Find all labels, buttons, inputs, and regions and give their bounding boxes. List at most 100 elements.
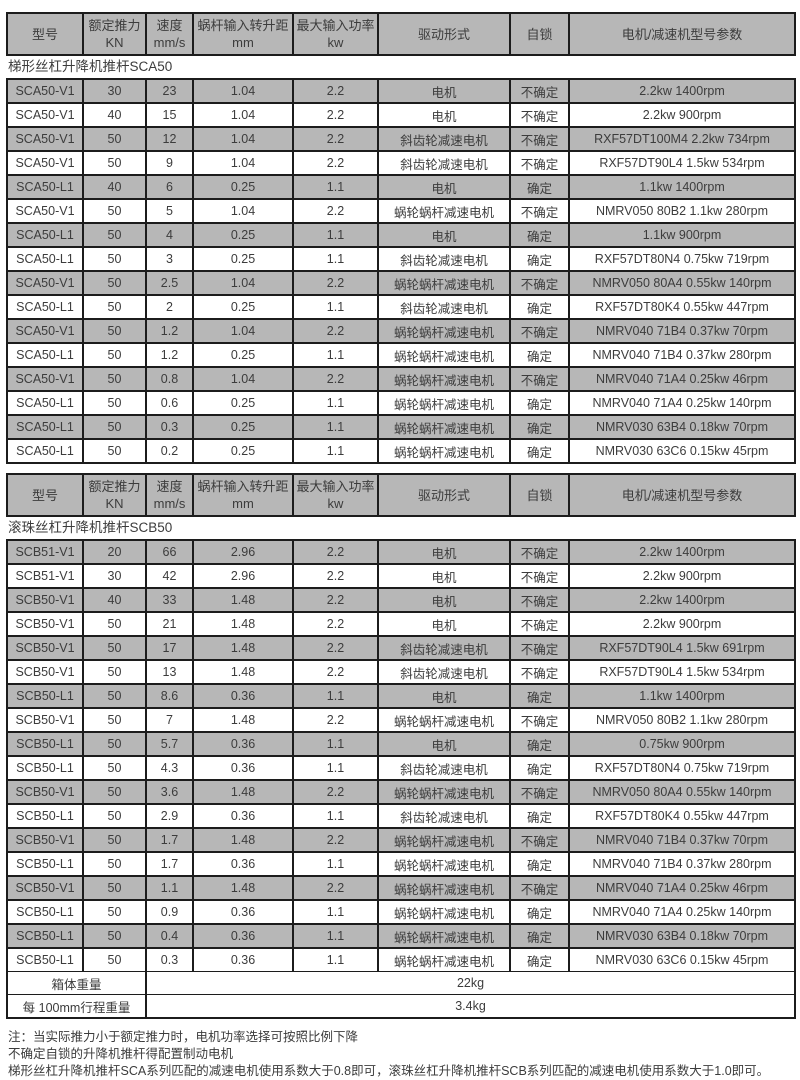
table-cell: RXF57DT100M4 2.2kw 734rpm [568, 126, 796, 152]
summary-row: 每 100mm行程重量 3.4kg [6, 994, 796, 1019]
table-row: SCB50-V1 50 3.6 1.48 2.2 蜗轮蜗杆减速电机 不确定 NMRV050 8… [6, 779, 796, 805]
column-header: 最大输入功率 kw [292, 12, 379, 56]
table-cell: 50 [82, 659, 147, 685]
table-cell: 电机 [377, 587, 511, 613]
table-cell: 1.1 [292, 222, 379, 248]
table-cell: 1.04 [192, 198, 294, 224]
table-cell: 50 [82, 366, 147, 392]
table-cell: 2.2kw 1400rpm [568, 78, 796, 104]
table-row: SCB50-V1 50 1.7 1.48 2.2 蜗轮蜗杆减速电机 不确定 NMRV040 7… [6, 827, 796, 853]
table-row: SCB50-L1 50 4.3 0.36 1.1 斜齿轮减速电机 确定 RXF57DT80N4… [6, 755, 796, 781]
spec-section: 型号 额定推力 KN 速度 mm/s 蜗杆输入转升距 mm 最大输入功率 kw 驱动形式 自锁 电机/… [6, 473, 796, 1019]
table-row: SCA50-L1 50 1.2 0.25 1.1 蜗轮蜗杆减速电机 确定 NMRV040 71… [6, 342, 796, 368]
note-line: 梯形丝杠升降机推杆SCA系列匹配的减速电机使用系数大于0.8即可，滚珠丝杠升降机… [8, 1064, 770, 1078]
table-cell: 50 [82, 731, 147, 757]
table-cell: 蜗轮蜗杆减速电机 [377, 438, 511, 464]
table-cell: 2.2 [292, 779, 379, 805]
table-cell: SCB50-L1 [6, 683, 84, 709]
header-row: 型号 额定推力 KN 速度 mm/s 蜗杆输入转升距 mm 最大输入功率 kw 驱动形式 自锁 电机/… [6, 12, 796, 56]
table-cell: 0.25 [192, 438, 294, 464]
table-row: SCB50-L1 50 2.9 0.36 1.1 斜齿轮减速电机 确定 RXF57DT80K4… [6, 803, 796, 829]
column-header: 驱动形式 [377, 12, 511, 56]
column-header: 型号 [6, 12, 84, 56]
table-cell: 8.6 [145, 683, 194, 709]
column-header: 电机/减速机型号参数 [568, 12, 796, 56]
table-cell: 7 [145, 707, 194, 733]
table-cell: 15 [145, 102, 194, 128]
table-cell: 1.1 [292, 414, 379, 440]
column-unit-label: kw [327, 496, 344, 511]
table-cell: 2.2 [292, 102, 379, 128]
table-row: SCB50-V1 50 1.1 1.48 2.2 蜗轮蜗杆减速电机 不确定 NMRV040 7… [6, 875, 796, 901]
table-cell: NMRV040 71B4 0.37kw 70rpm [568, 318, 796, 344]
table-row: SCA50-L1 50 2 0.25 1.1 斜齿轮减速电机 确定 RXF57DT80K4 0… [6, 294, 796, 320]
body-table: SCA50-V1 30 23 1.04 2.2 电机 不确定 2.2kw 1400rpm SCA… [6, 78, 796, 464]
table-cell: 电机 [377, 611, 511, 637]
table-cell: 1.48 [192, 875, 294, 901]
table-cell: 50 [82, 875, 147, 901]
table-cell: 不确定 [509, 198, 570, 224]
table-cell: 电机 [377, 174, 511, 200]
column-header: 速度 mm/s [145, 12, 194, 56]
table-row: SCA50-L1 50 0.6 0.25 1.1 蜗轮蜗杆减速电机 确定 NMRV040 71… [6, 390, 796, 416]
table-cell: 不确定 [509, 611, 570, 637]
table-cell: 0.25 [192, 246, 294, 272]
table-cell: 50 [82, 947, 147, 972]
table-cell: RXF57DT80N4 0.75kw 719rpm [568, 755, 796, 781]
table-cell: SCA50-L1 [6, 414, 84, 440]
column-header: 型号 [6, 473, 84, 517]
table-cell: 2.2 [292, 539, 379, 565]
table-cell: 蜗轮蜗杆减速电机 [377, 707, 511, 733]
section-title: 滚珠丝杠升降机推杆SCB50 [8, 520, 173, 535]
table-cell: 0.3 [145, 414, 194, 440]
table-row: SCA50-L1 50 4 0.25 1.1 电机 确定 1.1kw 900rpm [6, 222, 796, 248]
table-cell: 17 [145, 635, 194, 661]
column-label: 型号 [31, 26, 58, 42]
summary-label: 每 100mm行程重量 [6, 994, 147, 1019]
column-unit-label: mm/s [153, 35, 186, 50]
table-cell: 1.1 [292, 174, 379, 200]
column-label: 型号 [31, 487, 58, 503]
body-table: SCB51-V1 20 66 2.96 2.2 电机 不确定 2.2kw 1400rpm SCB… [6, 539, 796, 1019]
note-line: 不确定自锁的升降机推杆得配置制动电机 [8, 1047, 234, 1061]
table-cell: 电机 [377, 563, 511, 589]
table-cell: RXF57DT80N4 0.75kw 719rpm [568, 246, 796, 272]
table-row: SCB50-V1 40 33 1.48 2.2 电机 不确定 2.2kw 1400rpm [6, 587, 796, 613]
table-cell: 2.96 [192, 563, 294, 589]
table-cell: 1.48 [192, 587, 294, 613]
table-cell: 不确定 [509, 270, 570, 296]
table-cell: 40 [82, 587, 147, 613]
table-cell: SCB50-V1 [6, 875, 84, 901]
table-cell: 斜齿轮减速电机 [377, 659, 511, 685]
table-row: SCA50-V1 50 9 1.04 2.2 斜齿轮减速电机 不确定 RXF57DT90L4 … [6, 150, 796, 176]
table-cell: RXF57DT80K4 0.55kw 447rpm [568, 294, 796, 320]
table-cell: 40 [82, 174, 147, 200]
column-unit-label: mm [232, 496, 254, 511]
table-cell: 1.2 [145, 342, 194, 368]
table-cell: 蜗轮蜗杆减速电机 [377, 827, 511, 853]
table-cell: 电机 [377, 683, 511, 709]
table-cell: 1.1kw 1400rpm [568, 174, 796, 200]
column-unit-label: kw [327, 35, 344, 50]
table-row: SCA50-V1 50 0.8 1.04 2.2 蜗轮蜗杆减速电机 不确定 NMRV040 7… [6, 366, 796, 392]
spec-section: 型号 额定推力 KN 速度 mm/s 蜗杆输入转升距 mm 最大输入功率 kw 驱动形式 自锁 电机/… [6, 12, 796, 464]
table-cell: SCB50-V1 [6, 587, 84, 613]
table-cell: 不确定 [509, 875, 570, 901]
table-cell: 电机 [377, 78, 511, 104]
table-cell: 蜗轮蜗杆减速电机 [377, 414, 511, 440]
table-cell: 50 [82, 414, 147, 440]
table-cell: 2.2 [292, 611, 379, 637]
table-cell: 斜齿轮减速电机 [377, 294, 511, 320]
table-cell: SCB50-V1 [6, 779, 84, 805]
table-row: SCB50-L1 50 0.3 0.36 1.1 蜗轮蜗杆减速电机 确定 NMRV030 63… [6, 947, 796, 972]
table-cell: 蜗轮蜗杆减速电机 [377, 198, 511, 224]
table-cell: 1.2 [145, 318, 194, 344]
table-cell: 6 [145, 174, 194, 200]
table-cell: 50 [82, 222, 147, 248]
table-cell: 2.2 [292, 126, 379, 152]
table-cell: RXF57DT90L4 1.5kw 534rpm [568, 150, 796, 176]
table-cell: 2.2kw 1400rpm [568, 587, 796, 613]
table-cell: 2.2kw 900rpm [568, 102, 796, 128]
table-cell: NMRV040 71A4 0.25kw 140rpm [568, 899, 796, 925]
table-cell: 0.36 [192, 899, 294, 925]
